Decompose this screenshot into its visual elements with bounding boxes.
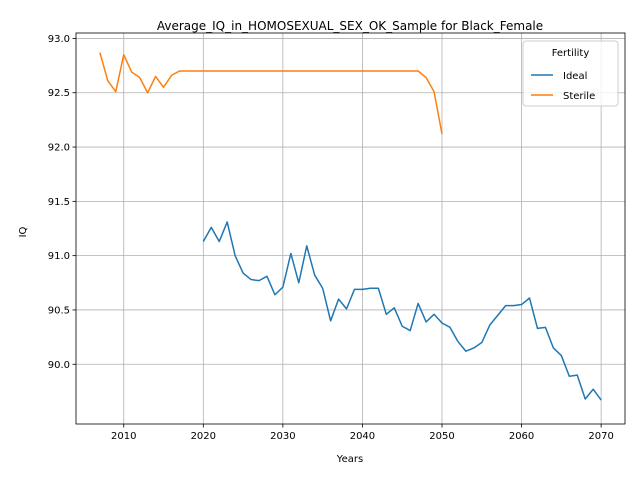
x-tick-label: 2010 [111, 431, 136, 442]
y-tick-label: 91.0 [48, 251, 70, 262]
x-axis-ticks: 2010 2020 2030 2040 2050 2060 2070 [111, 424, 614, 442]
y-axis-ticks: 90.0 90.5 91.0 91.5 92.0 92.5 93.0 [48, 34, 76, 371]
series-line-ideal [202, 221, 602, 401]
x-axis-label: Years [336, 454, 363, 465]
series-line-sterile [99, 52, 443, 135]
grid [76, 33, 625, 424]
legend-box [522, 40, 619, 107]
y-tick-label: 93.0 [48, 34, 70, 45]
x-tick-label: 2060 [509, 431, 534, 442]
y-tick-label: 90.5 [48, 305, 70, 316]
chart-title: Average_IQ_in_HOMOSEXUAL_SEX_OK_Sample f… [157, 19, 543, 33]
legend-title: Fertility [552, 48, 590, 59]
x-tick-label: 2030 [270, 431, 295, 442]
y-tick-label: 92.5 [48, 88, 70, 99]
y-axis-label: IQ [18, 226, 29, 237]
series-lines [99, 52, 602, 401]
x-tick-label: 2020 [191, 431, 216, 442]
x-tick-label: 2050 [429, 431, 454, 442]
x-tick-label: 2070 [588, 431, 613, 442]
legend-entry-sterile: Sterile [563, 91, 595, 102]
y-tick-label: 91.5 [48, 197, 70, 208]
y-tick-label: 90.0 [48, 360, 70, 371]
x-tick-label: 2040 [350, 431, 375, 442]
plot-frame [75, 32, 626, 425]
legend-entry-ideal: Ideal [563, 71, 587, 82]
y-tick-label: 92.0 [48, 143, 70, 154]
legend: Fertility Ideal Sterile [522, 40, 619, 107]
